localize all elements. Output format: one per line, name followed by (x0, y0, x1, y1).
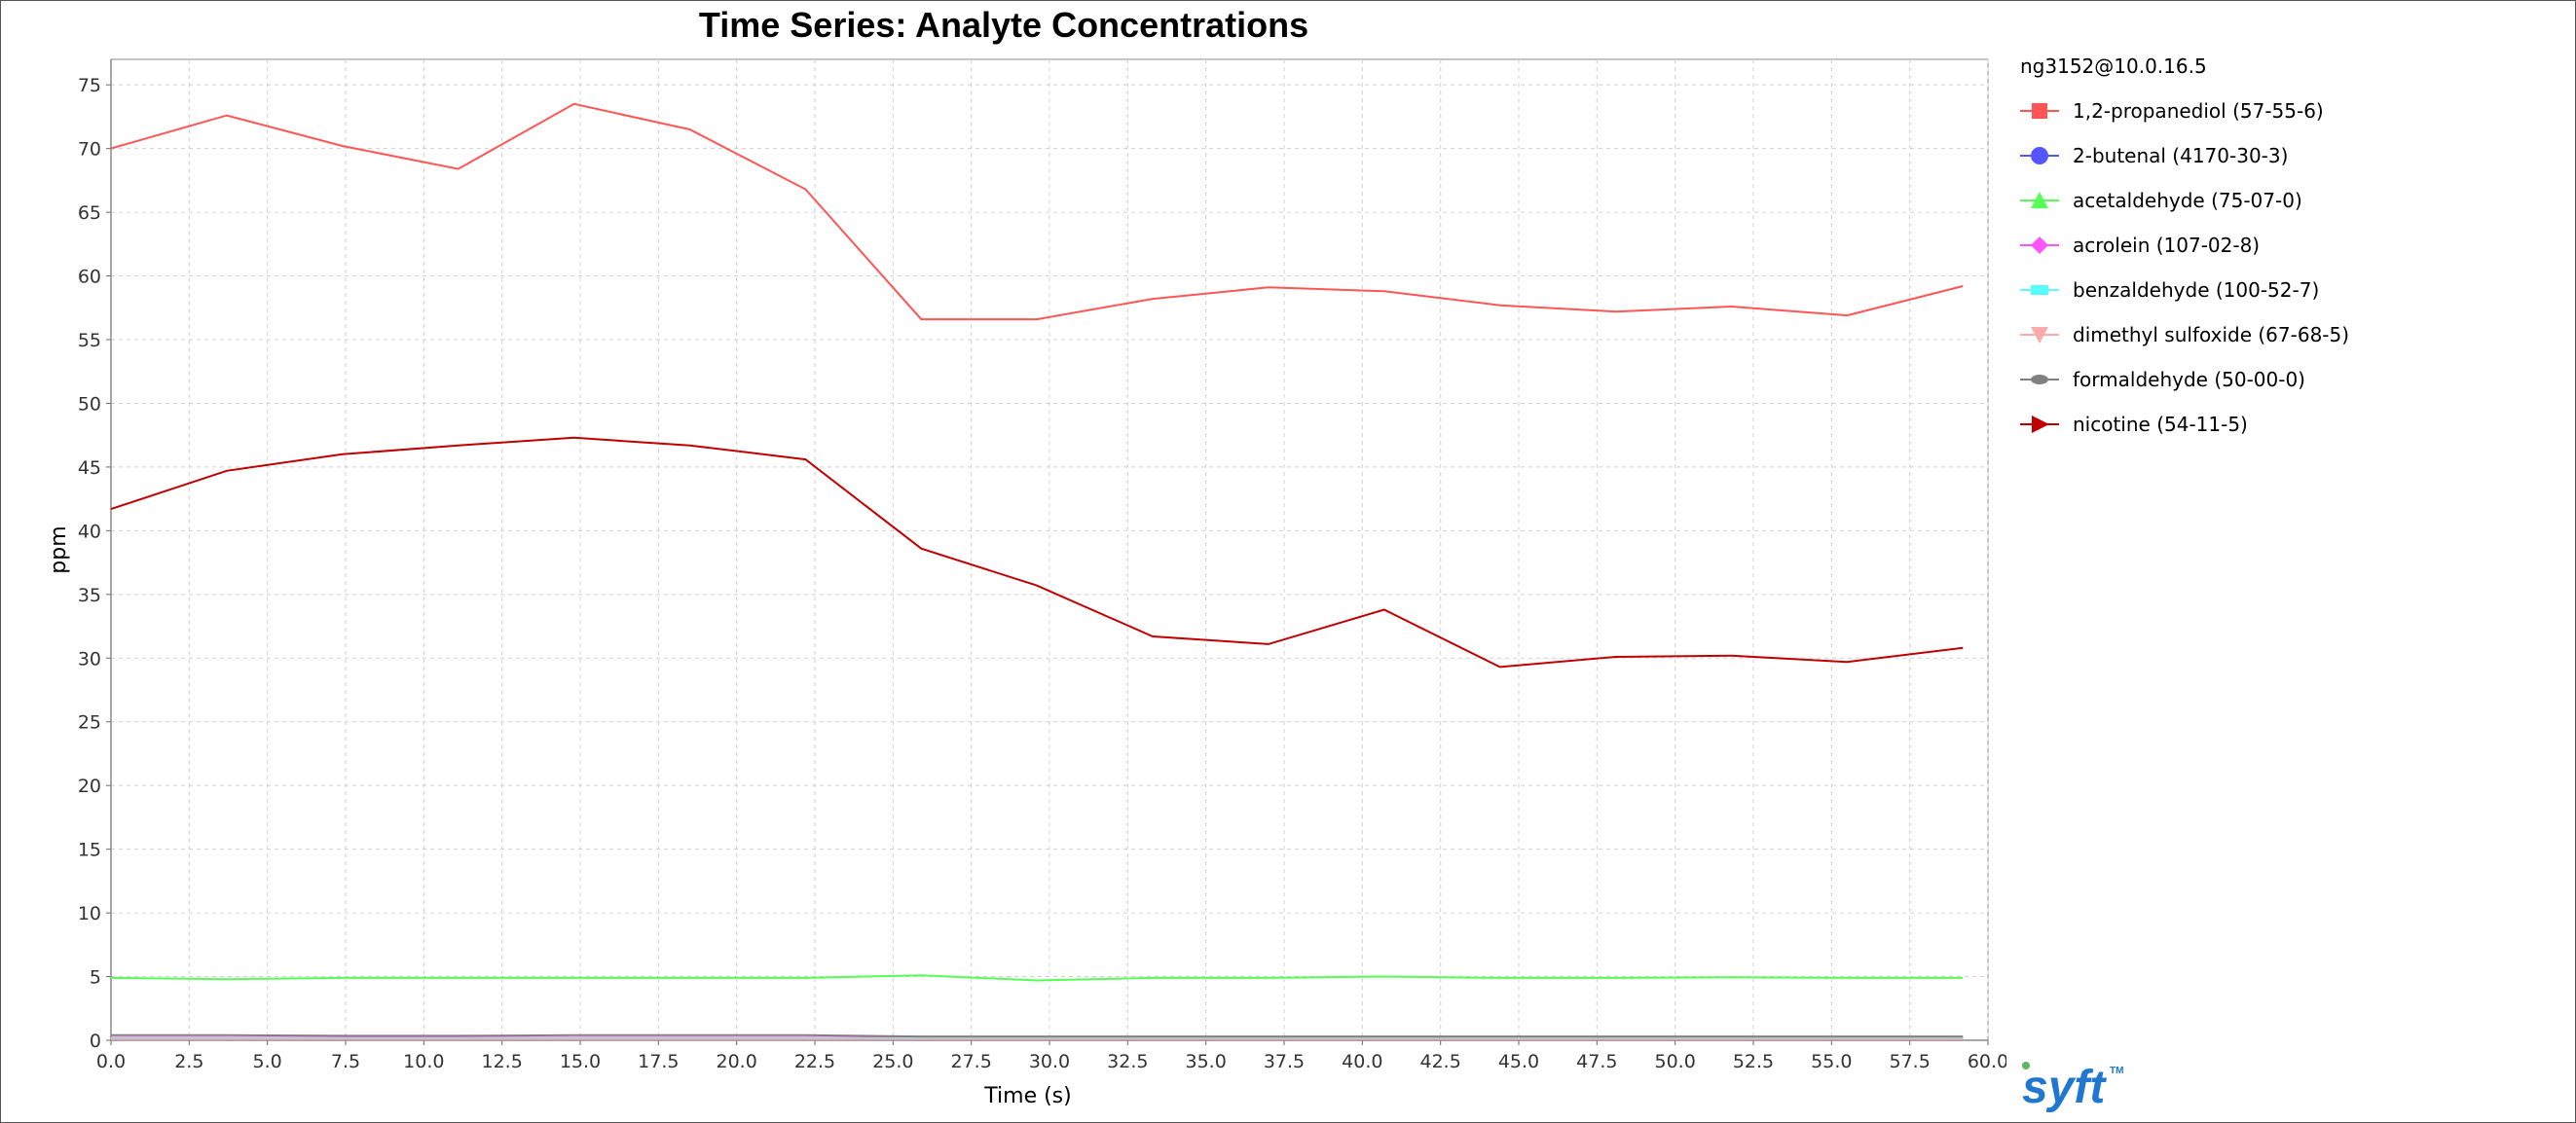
x-tick-label: 30.0 (1029, 1051, 1070, 1072)
x-tick-label: 5.0 (253, 1051, 282, 1072)
x-tick-label: 2.5 (174, 1051, 203, 1072)
legend-label: nicotine (54-11-5) (2073, 413, 2248, 436)
y-tick-label: 30 (78, 648, 101, 670)
legend-swatch (2020, 147, 2059, 164)
y-tick-label: 75 (78, 75, 101, 96)
legend-items: 1,2-propanediol (57-55-6) 2-butenal (4170… (2020, 89, 2349, 447)
x-tick-label: 47.5 (1576, 1051, 1617, 1072)
x-tick-label: 12.5 (482, 1051, 523, 1072)
legend-item: dimethyl sulfoxide (67-68-5) (2020, 312, 2349, 357)
legend: ng3152@10.0.16.5 1,2-propanediol (57-55-… (2020, 52, 2349, 447)
logo-text: syft (2022, 1062, 2107, 1112)
x-tick-label: 37.5 (1264, 1051, 1305, 1072)
series-line (110, 436, 1964, 669)
x-tick-label: 10.0 (403, 1051, 444, 1072)
x-tick-label: 17.5 (638, 1051, 679, 1072)
x-tick-label: 32.5 (1107, 1051, 1148, 1072)
x-axis-label: Time (s) (983, 1084, 1071, 1108)
y-axis-label: ppm (47, 525, 71, 573)
legend-item: 1,2-propanediol (57-55-6) (2020, 89, 2349, 133)
legend-swatch (2020, 327, 2059, 344)
legend-marker-diamond-icon (2031, 236, 2048, 254)
y-tick-label: 0 (90, 1031, 101, 1052)
y-tick-label: 50 (78, 393, 101, 415)
series-line (110, 102, 1964, 321)
y-tick-label: 45 (78, 457, 101, 479)
x-tick-label: 60.0 (1968, 1051, 2006, 1072)
x-tick-label: 15.0 (560, 1051, 601, 1072)
legend-marker-triangle-down-icon (2031, 327, 2048, 344)
x-tick-label: 42.5 (1420, 1051, 1461, 1072)
x-tick-label: 22.5 (794, 1051, 835, 1072)
legend-swatch (2020, 103, 2059, 119)
legend-label: 1,2-propanediol (57-55-6) (2073, 99, 2324, 123)
series-line (110, 974, 1964, 982)
logo-tm: TM (2110, 1066, 2123, 1076)
legend-marker-square-icon (2032, 103, 2047, 119)
y-tick-label: 10 (78, 903, 101, 924)
x-tick-label: 7.5 (331, 1051, 360, 1072)
legend-marker-rect-icon (2031, 285, 2048, 295)
y-tick-label: 5 (90, 967, 101, 989)
legend-item: benzaldehyde (100-52-7) (2020, 268, 2349, 312)
x-tick-label: 0.0 (96, 1051, 126, 1072)
legend-marker-triangle-right-icon (2032, 416, 2049, 433)
legend-label: acetaldehyde (75-07-0) (2073, 189, 2302, 212)
x-tick-label: 57.5 (1890, 1051, 1931, 1072)
y-tick-label: 35 (78, 585, 101, 606)
x-tick-label: 45.0 (1498, 1051, 1539, 1072)
y-tick-label: 25 (78, 712, 101, 734)
legend-title: ng3152@10.0.16.5 (2020, 54, 2207, 78)
y-tick-label: 40 (78, 521, 101, 542)
x-tick-label: 55.0 (1811, 1051, 1852, 1072)
legend-swatch (2020, 236, 2059, 254)
series-line (111, 1033, 1964, 1038)
legend-item: formaldehyde (50-00-0) (2020, 357, 2349, 402)
legend-marker-ellipse-icon (2031, 375, 2048, 384)
y-tick-label: 20 (78, 776, 101, 797)
legend-item: acetaldehyde (75-07-0) (2020, 178, 2349, 223)
x-tick-label: 20.0 (717, 1051, 757, 1072)
x-tick-label: 50.0 (1655, 1051, 1696, 1072)
y-tick-label: 60 (78, 267, 101, 288)
x-tick-label: 52.5 (1733, 1051, 1774, 1072)
legend-item: acrolein (107-02-8) (2020, 223, 2349, 268)
y-tick-label: 15 (78, 840, 101, 861)
x-tick-label: 25.0 (872, 1051, 913, 1072)
x-tick-label: 35.0 (1186, 1051, 1227, 1072)
legend-marker-circle-icon (2031, 147, 2048, 164)
x-tick-label: 40.0 (1342, 1051, 1382, 1072)
legend-label: benzaldehyde (100-52-7) (2073, 278, 2320, 302)
y-tick-label: 70 (78, 139, 101, 161)
legend-label: 2-butenal (4170-30-3) (2073, 144, 2289, 167)
y-tick-label: 55 (78, 330, 101, 351)
x-tick-label: 27.5 (951, 1051, 992, 1072)
legend-label: acrolein (107-02-8) (2073, 234, 2261, 257)
legend-label: formaldehyde (50-00-0) (2073, 368, 2305, 391)
legend-label: dimethyl sulfoxide (67-68-5) (2073, 323, 2350, 346)
legend-swatch (2020, 285, 2059, 295)
legend-item: 2-butenal (4170-30-3) (2020, 133, 2349, 178)
legend-swatch (2020, 192, 2059, 208)
chart-plot: 0 5 10 15 20 25 30 35 40 45 50 55 60 65 70 75 0.0 2.5 5.0 7… (47, 58, 2006, 1108)
legend-item: nicotine (54-11-5) (2020, 402, 2349, 447)
chart-title: Time Series: Analyte Concentrations (698, 5, 1309, 45)
syft-logo: syft TM (2022, 1062, 2123, 1112)
legend-swatch (2020, 416, 2059, 433)
legend-marker-triangle-icon (2031, 192, 2048, 208)
y-tick-label: 65 (78, 202, 101, 224)
legend-swatch (2020, 375, 2059, 384)
logo-dot-icon (2022, 1062, 2030, 1069)
